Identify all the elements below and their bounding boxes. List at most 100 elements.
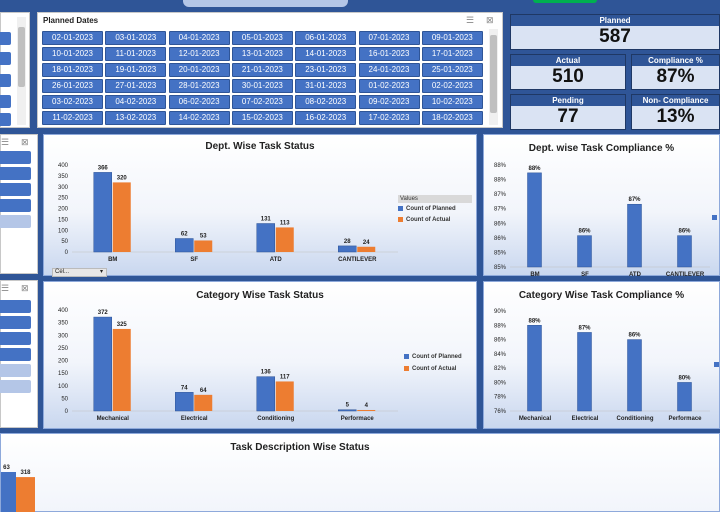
date-button[interactable]: 12-01-2023 <box>168 47 230 61</box>
left-slicer-item[interactable] <box>0 300 31 313</box>
date-button[interactable]: 24-01-2023 <box>358 63 420 77</box>
y-tick-label: 300 <box>58 185 69 191</box>
date-button[interactable]: 28-01-2023 <box>168 79 230 93</box>
y-tick-label: 0 <box>65 250 69 256</box>
date-button[interactable]: 25-01-2023 <box>421 63 483 77</box>
multi-select-icon[interactable]: ☰ <box>1 137 10 147</box>
left-slicer-item[interactable] <box>0 95 11 108</box>
date-button[interactable]: 09-01-2023 <box>421 31 483 45</box>
date-button[interactable]: 19-01-2023 <box>105 63 167 77</box>
legend-label: Count of Planned <box>406 206 456 213</box>
date-button[interactable]: 11-01-2023 <box>105 47 167 61</box>
date-button[interactable]: 27-01-2023 <box>105 79 167 93</box>
date-button[interactable]: 06-01-2023 <box>295 31 357 45</box>
legend-entry-actual: Count of Actual <box>404 366 474 372</box>
clear-filter-icon[interactable]: ⊠ <box>21 283 29 293</box>
date-button[interactable]: 21-01-2023 <box>231 63 293 77</box>
legend-label: Count of Actual <box>412 366 457 373</box>
clear-filter-icon[interactable]: ⊠ <box>486 15 494 25</box>
clear-filter-icon[interactable]: ⊠ <box>21 137 29 147</box>
data-label: 318 <box>20 470 31 476</box>
date-button[interactable]: 08-02-2023 <box>295 95 357 109</box>
date-button[interactable]: 17-02-2023 <box>358 111 420 125</box>
date-button[interactable]: 20-01-2023 <box>168 63 230 77</box>
date-button[interactable]: 06-02-2023 <box>168 95 230 109</box>
date-button[interactable]: 03-01-2023 <box>105 31 167 45</box>
task-description-panel: Task Description Wise Status 63 318 <box>0 433 720 512</box>
bar <box>194 240 213 252</box>
y-tick-label: 350 <box>58 174 69 180</box>
date-button[interactable]: 14-02-2023 <box>168 111 230 125</box>
date-button[interactable]: 09-02-2023 <box>358 95 420 109</box>
left-slicer-item[interactable] <box>0 348 31 361</box>
multi-select-icon[interactable]: ☰ <box>466 15 475 25</box>
date-button[interactable]: 18-02-2023 <box>421 111 483 125</box>
y-tick-label: 86% <box>494 338 507 344</box>
date-button[interactable]: 18-01-2023 <box>42 63 103 77</box>
date-button[interactable]: 04-02-2023 <box>105 95 167 109</box>
dept-compliance-chart: 85% 85% 86% 86% 87% 87% 88% 88% 88% BM 86% SF 87% ATD… <box>494 163 710 277</box>
x-tick-label: ATD <box>629 272 642 277</box>
left-slicer-item[interactable] <box>0 151 31 164</box>
left-slicer-item[interactable] <box>0 183 31 196</box>
date-button[interactable]: 05-01-2023 <box>231 31 293 45</box>
slicer-title: Planned Dates <box>43 16 99 25</box>
x-tick-label: Electrical <box>572 416 599 422</box>
left-slicer-item[interactable] <box>0 199 31 212</box>
left-slicer-item[interactable] <box>0 364 31 377</box>
date-button[interactable]: 16-01-2023 <box>358 47 420 61</box>
x-tick-label: Performace <box>668 416 702 422</box>
date-button[interactable]: 02-02-2023 <box>421 79 483 93</box>
left-slicer-item[interactable] <box>0 316 31 329</box>
left-slicer-item[interactable] <box>0 380 31 393</box>
left-slicer-scrollbar[interactable] <box>17 17 26 125</box>
bar <box>175 238 194 253</box>
date-button[interactable]: 01-02-2023 <box>358 79 420 93</box>
date-button[interactable]: 04-01-2023 <box>168 31 230 45</box>
field-filter-button[interactable]: Cel... ▾ <box>52 268 107 277</box>
data-label: 53 <box>200 233 207 239</box>
date-button[interactable]: 13-01-2023 <box>231 47 293 61</box>
dates-scrollbar[interactable] <box>489 29 498 125</box>
data-label: 136 <box>261 370 272 376</box>
data-label: 325 <box>117 322 128 328</box>
legend-swatch <box>398 206 403 211</box>
left-slicer-scroll-thumb[interactable] <box>18 27 25 87</box>
date-button[interactable]: 07-02-2023 <box>231 95 293 109</box>
bar <box>338 245 357 253</box>
left-slicer-item[interactable] <box>0 332 31 345</box>
kpi-pending-label: Pending <box>511 95 625 106</box>
date-button[interactable]: 23-01-2023 <box>295 63 357 77</box>
data-label: 63 <box>3 465 10 471</box>
dates-scroll-thumb[interactable] <box>490 35 497 113</box>
date-button[interactable]: 16-02-2023 <box>295 111 357 125</box>
date-button[interactable]: 30-01-2023 <box>231 79 293 93</box>
date-button[interactable]: 26-01-2023 <box>42 79 103 93</box>
left-slicer-item[interactable] <box>0 52 11 65</box>
chart-title: Category Wise Task Status <box>196 290 324 301</box>
date-button[interactable]: 13-02-2023 <box>105 111 167 125</box>
date-button[interactable]: 02-01-2023 <box>42 31 103 45</box>
top-tab[interactable] <box>183 0 348 7</box>
left-slicer-item[interactable] <box>0 74 11 87</box>
left-slicer-item[interactable] <box>0 215 31 228</box>
planned-dates-slicer: Planned Dates ☰ ⊠ 02-01-2023 03-01-2023 04… <box>37 12 503 128</box>
multi-select-icon[interactable]: ☰ <box>1 283 10 293</box>
data-label: 372 <box>98 310 109 316</box>
date-button[interactable]: 15-02-2023 <box>231 111 293 125</box>
data-label: 88% <box>528 318 541 324</box>
left-slicer-item[interactable] <box>0 32 11 45</box>
y-tick-label: 88% <box>494 323 507 329</box>
date-button[interactable]: 03-02-2023 <box>42 95 103 109</box>
y-tick-label: 80% <box>494 380 507 386</box>
date-button[interactable]: 07-01-2023 <box>358 31 420 45</box>
left-slicer-item[interactable] <box>0 113 11 126</box>
date-button[interactable]: 10-02-2023 <box>421 95 483 109</box>
date-button[interactable]: 14-01-2023 <box>295 47 357 61</box>
date-button[interactable]: 31-01-2023 <box>295 79 357 93</box>
bar <box>256 223 275 253</box>
date-button[interactable]: 11-02-2023 <box>42 111 103 125</box>
left-slicer-item[interactable] <box>0 167 31 180</box>
date-button[interactable]: 10-01-2023 <box>42 47 103 61</box>
date-button[interactable]: 17-01-2023 <box>421 47 483 61</box>
